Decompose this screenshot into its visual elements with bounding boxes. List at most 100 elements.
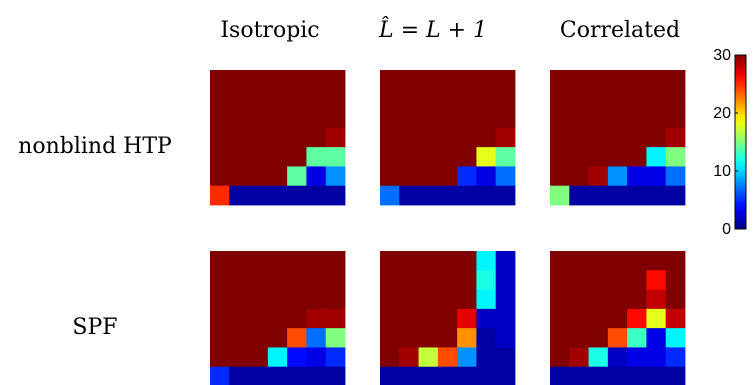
heatmap-cell [399,289,419,310]
heatmap-cell [495,185,516,206]
heatmap-cell [665,166,686,187]
heatmap-cell [210,270,230,290]
heatmap-cell [437,89,458,109]
heatmap-cell [607,289,628,310]
heatmap-cell [646,251,667,271]
heatmap-cell [588,166,609,187]
row-label: nonblind HTP [18,134,172,159]
heatmap-cell [325,347,346,368]
heatmap-cell [476,185,497,206]
heatmap-cell [267,147,288,167]
heatmap-cell [287,251,307,271]
heatmap-cell [210,89,230,109]
heatmap-cell [287,89,307,109]
heatmap-cell [457,127,477,148]
heatmap-cell [437,127,458,148]
heatmap-cell [569,251,589,271]
heatmap-cell [550,347,570,368]
heatmap-cell [248,127,269,148]
heatmap-cell [437,166,458,187]
heatmap-cell [229,108,249,129]
heatmap-cell [476,366,497,385]
heatmap-cell [476,70,497,90]
heatmap-cell [306,89,327,109]
heatmap-cell [248,289,269,310]
heatmap-cell [287,108,307,129]
heatmap-cell [418,89,439,109]
heatmap-cell [437,108,458,129]
heatmap-cell [607,308,628,329]
heatmap-cell [380,308,400,329]
heatmap-cell [418,185,439,206]
heatmap-cell [229,328,249,348]
heatmap-cell [665,328,686,348]
heatmap-cell [418,366,439,385]
heatmap-cell [476,108,497,129]
heatmap-cell [665,347,686,368]
heatmap-cell [550,89,570,109]
heatmap-cell [248,108,269,129]
column-title: Correlated [560,18,680,43]
heatmap-cell [437,185,458,206]
heatmap-cell [607,147,628,167]
heatmap-cell [248,166,269,187]
heatmap-panel [210,70,346,206]
heatmap-cell [380,166,400,187]
heatmap-cell [495,127,516,148]
heatmap-cell [646,127,667,148]
heatmap-cell [287,347,307,368]
heatmap-cell [569,308,589,329]
heatmap-cell [325,185,346,206]
heatmap-cell [380,328,400,348]
heatmap-cell [476,308,497,329]
heatmap-cell [550,108,570,129]
heatmap-cell [437,328,458,348]
heatmap-cell [495,328,516,348]
heatmap-cell [380,89,400,109]
heatmap-cell [437,147,458,167]
heatmap-cell [646,89,667,109]
heatmap-cell [229,127,249,148]
heatmap-cell [210,308,230,329]
heatmap-cell [380,289,400,310]
heatmap-cell [325,328,346,348]
heatmap-cell [287,270,307,290]
heatmap-cell [306,366,327,385]
heatmap-cell [229,89,249,109]
heatmap-cell [210,147,230,167]
heatmap-cell [665,185,686,206]
heatmap-cell [495,89,516,109]
heatmap-cell [229,308,249,329]
heatmap-cell [569,185,589,206]
heatmap-cell [306,308,327,329]
heatmap-cell [627,308,647,329]
heatmap-cell [665,147,686,167]
heatmap-cell [569,347,589,368]
heatmap-cell [607,127,628,148]
heatmap-cell [476,147,497,167]
heatmap-cell [399,308,419,329]
heatmap-cell [437,366,458,385]
heatmap-cell [569,366,589,385]
heatmap-cell [607,251,628,271]
heatmap-cell [325,289,346,310]
heatmap-cell [380,251,400,271]
heatmap-cell [248,89,269,109]
heatmap-cell [457,185,477,206]
heatmap-panels [210,70,686,385]
heatmap-cell [457,308,477,329]
heatmap-cell [476,289,497,310]
heatmap-cell [588,147,609,167]
heatmap-cell [569,89,589,109]
heatmap-cell [495,308,516,329]
heatmap-cell [569,270,589,290]
heatmap-cell [267,70,288,90]
heatmap-cell [399,347,419,368]
heatmap-cell [325,166,346,187]
heatmap-cell [418,289,439,310]
heatmap-panel [380,70,516,206]
heatmap-cell [457,108,477,129]
heatmap-cell [627,289,647,310]
heatmap-cell [229,147,249,167]
heatmap-cell [399,89,419,109]
